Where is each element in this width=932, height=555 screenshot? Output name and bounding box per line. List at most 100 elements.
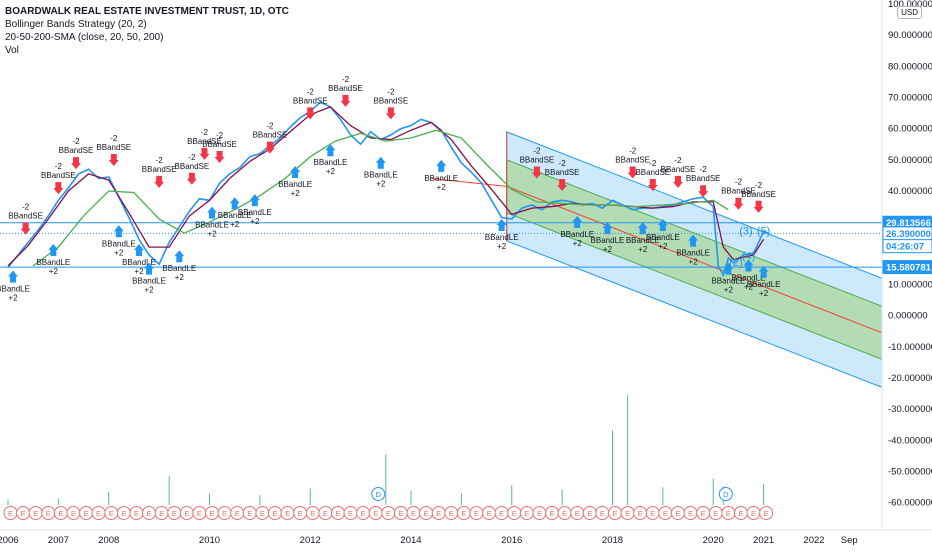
earnings-marker-label: E [96,509,101,518]
earnings-marker-label: E [222,509,227,518]
buy-signal-qty: +2 [175,273,185,282]
buy-signal-label: BBandLE [424,174,458,183]
price-tag-label: 15.580781 [886,263,932,274]
sell-signal-qty: -2 [649,159,657,168]
sell-arrow-icon [627,166,638,179]
currency-button[interactable]: USD [897,6,922,19]
y-tick-label: 0.000000 [888,311,928,322]
time-axis-bg [0,530,932,550]
sell-arrow-icon [20,222,31,235]
earnings-marker-label: E [235,509,240,518]
sell-arrow-icon [199,147,210,160]
earnings-marker-label: E [726,509,731,518]
x-tick-label: 2022 [803,535,824,546]
earnings-marker-label: E [373,509,378,518]
sell-arrow-icon [698,185,709,198]
buy-arrow-icon [743,259,754,272]
elliott-wave-label: (4) [742,251,755,263]
sell-signal-qty: -2 [533,147,541,156]
earnings-marker-label: E [260,509,265,518]
buy-signal-label: BBandLE [485,233,519,242]
sell-signal-label: BBandSE [8,212,43,221]
buy-signal-label: BBandLE [36,258,70,267]
buy-signal-qty: +2 [134,267,144,276]
sell-arrow-icon [154,175,165,188]
buy-arrow-icon [688,234,699,247]
x-tick-label: Sep [841,535,858,546]
buy-signal-label: BBandLE [364,171,398,180]
earnings-marker-label: E [436,509,441,518]
buy-arrow-icon [8,270,19,283]
elliott-wave-label: (3) [739,226,752,238]
earnings-marker-label: E [587,509,592,518]
regression-channel-midline [506,185,882,334]
earnings-marker-label: E [298,509,303,518]
x-tick-label: 2007 [48,535,69,546]
indicator-sma-label[interactable]: 20-50-200-SMA (close, 20, 50, 200) [5,32,164,43]
earnings-marker-label: E [512,509,517,518]
buy-signal-label: BBandLE [591,236,625,245]
earnings-marker-label: E [84,509,89,518]
earnings-marker-label: E [310,509,315,518]
y-tick-label: -30.000000 [888,404,932,415]
earnings-marker-label: E [184,509,189,518]
symbol-title[interactable]: BOARDWALK REAL ESTATE INVESTMENT TRUST, … [5,6,289,17]
sell-arrow-icon [214,150,225,163]
buy-signal-label: BBandLE [626,236,660,245]
dividend-marker-icon [718,487,733,501]
sell-signal-label: BBandSE [686,174,721,183]
sell-signal-qty: -2 [72,137,80,146]
earnings-marker-label: E [499,509,504,518]
sell-arrow-icon [264,141,275,154]
chart-legend: BOARDWALK REAL ESTATE INVESTMENT TRUST, … [5,5,289,57]
buy-arrow-icon [133,243,144,256]
indicator-bollinger-label[interactable]: Bollinger Bands Strategy (20, 2) [5,19,147,30]
sell-signal-label: BBandSE [253,131,288,140]
sell-signal-qty: -2 [755,181,763,190]
series-line-sma-20 [7,106,765,267]
y-tick-label: -60.000000 [888,498,932,509]
y-tick-label: 100.000000 [888,0,932,10]
price-tag-label: 04:26:07 [886,242,924,253]
sell-signal-label: BBandSE [41,171,76,180]
earnings-marker-label: E [272,509,277,518]
buy-arrow-icon [723,262,734,275]
buy-signal-qty: +2 [497,242,507,251]
sell-signal-qty: -2 [55,162,63,171]
price-tag: 04:26:07 [882,239,932,254]
earnings-marker-label: E [625,509,630,518]
buy-signal-qty: +2 [250,217,260,226]
sell-signal-qty: -2 [735,178,743,187]
buy-signal-qty: +2 [8,293,18,302]
sell-signal-qty: -2 [156,156,164,165]
earnings-marker-label: E [562,509,567,518]
sell-signal-qty: -2 [629,147,637,156]
price-tag-label: 26.390000 [886,229,931,240]
y-tick-label: 50.000000 [888,155,932,166]
earnings-marker-label: E [537,509,542,518]
sell-signal-qty: -2 [110,134,118,143]
sell-signal-label: BBandSE [59,146,94,155]
earnings-marker-label: E [386,509,391,518]
buy-signal-qty: +2 [603,245,613,254]
earnings-marker-label: E [487,509,492,518]
sell-arrow-icon [672,175,683,188]
sell-arrow-icon [531,166,542,179]
sell-arrow-icon [108,154,119,167]
elliott-wave-label: (2) [729,257,742,269]
buy-arrow-icon [375,156,386,169]
buy-arrow-icon [436,159,447,172]
sell-signal-qty: -2 [342,75,350,84]
indicator-volume-label[interactable]: Vol [5,45,19,56]
x-tick-label: 2006 [0,535,19,546]
sell-signal-label: BBandSE [545,168,580,177]
buy-signal-label: BBandLE [195,221,229,230]
sell-signal-label: BBandSE [741,190,776,199]
sell-arrow-icon [53,182,64,195]
y-tick-label: 90.000000 [888,30,932,41]
earnings-marker-label: E [638,509,643,518]
earnings-marker-label: E [613,509,618,518]
buy-arrow-icon [48,243,59,256]
